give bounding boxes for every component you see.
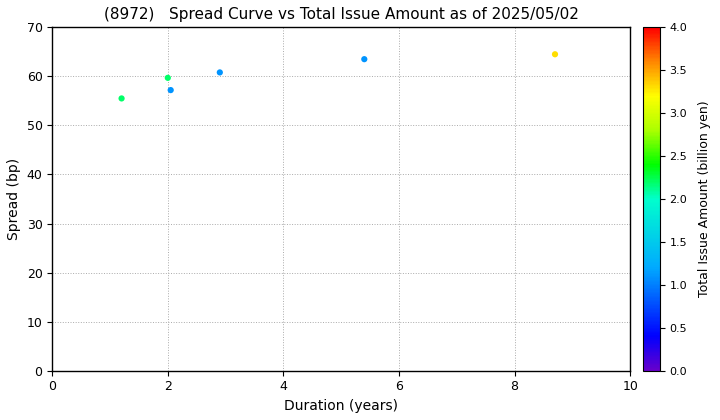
Y-axis label: Total Issue Amount (billion yen): Total Issue Amount (billion yen) [698, 101, 711, 297]
X-axis label: Duration (years): Duration (years) [284, 399, 398, 413]
Point [162, 74, 174, 81]
Point [214, 69, 225, 76]
Point [116, 95, 127, 102]
Point [165, 87, 176, 93]
Y-axis label: Spread (bp): Spread (bp) [7, 158, 21, 240]
Title: (8972)   Spread Curve vs Total Issue Amount as of 2025/05/02: (8972) Spread Curve vs Total Issue Amoun… [104, 7, 579, 22]
Point [359, 56, 370, 63]
Point [549, 51, 561, 58]
